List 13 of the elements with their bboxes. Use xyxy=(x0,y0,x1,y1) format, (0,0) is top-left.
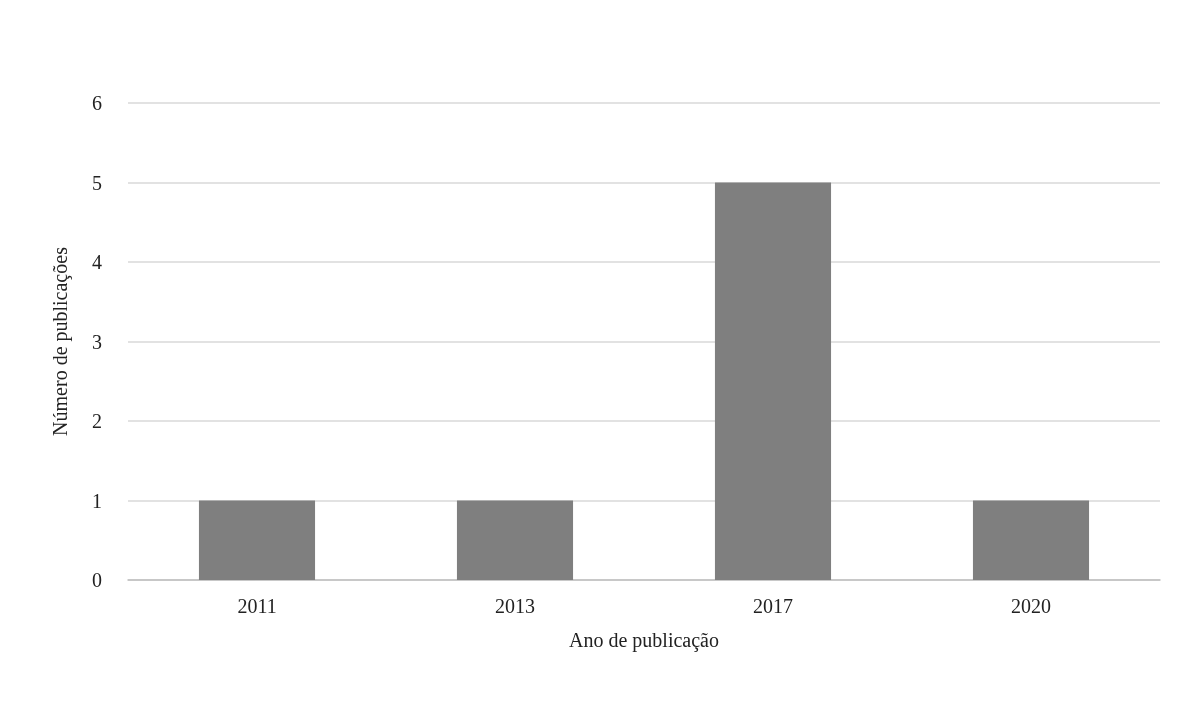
y-tick-label: 2 xyxy=(92,410,102,432)
x-tick-label: 2017 xyxy=(753,595,793,617)
y-tick-label: 4 xyxy=(92,251,102,273)
x-tick-label: 2020 xyxy=(1011,595,1051,617)
y-tick-label: 1 xyxy=(92,489,102,512)
y-tick-label: 3 xyxy=(92,330,102,353)
x-axis-title: Ano de publicação xyxy=(569,629,719,652)
y-axis-title: Número de publicações xyxy=(49,246,72,436)
x-tick-label: 2011 xyxy=(237,595,277,617)
x-tick-label: 2013 xyxy=(495,595,535,617)
y-tick-label: 6 xyxy=(92,92,102,114)
y-tick-label: 5 xyxy=(92,171,102,194)
y-tick-label: 0 xyxy=(92,569,102,591)
